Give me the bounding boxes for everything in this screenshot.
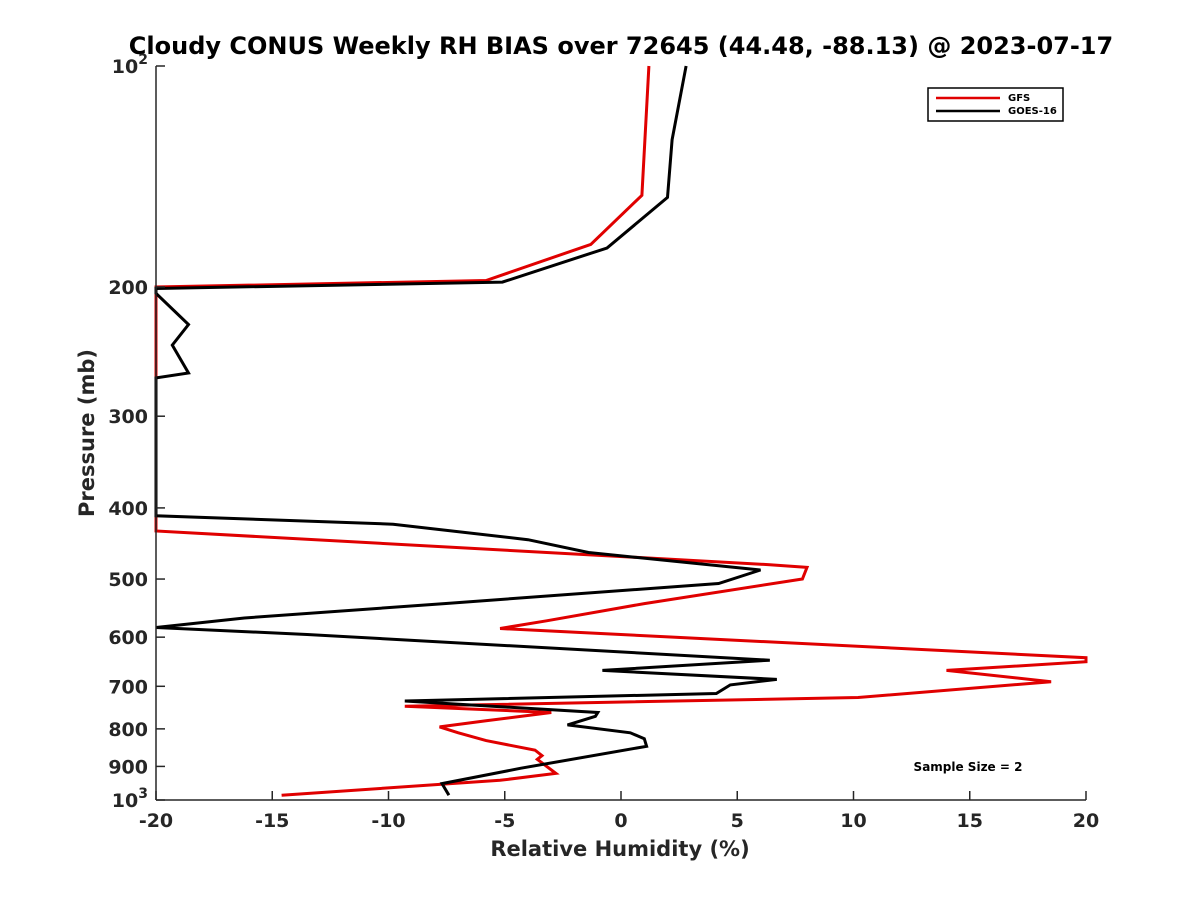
y-axis-label: Pressure (mb): [75, 349, 99, 517]
legend-box: [927, 87, 1064, 122]
y-tick-label: 200: [108, 277, 148, 299]
y-tick-label: 500: [108, 569, 148, 591]
x-axis-ticks: -20 -15 -10 -5 0 5 10 15 20: [139, 791, 1099, 832]
x-tick-label: 15: [957, 810, 983, 832]
y-tick-label: 900: [108, 756, 148, 778]
y-tick-label: 700: [108, 676, 148, 698]
y-tick-label: 300: [108, 406, 148, 428]
x-tick-label: -5: [494, 810, 515, 832]
x-axis-label: Relative Humidity (%): [490, 837, 749, 861]
y-tick-label: 800: [108, 719, 148, 741]
y-tick-label: 102: [112, 52, 148, 78]
chart-title: Cloudy CONUS Weekly RH BIAS over 72645 (…: [129, 32, 1113, 60]
x-tick-label: -20: [139, 810, 173, 832]
sample-size-annotation: Sample Size = 2: [914, 760, 1023, 774]
legend-label-gfs: GFS: [1008, 93, 1030, 104]
x-tick-label: -15: [255, 810, 289, 832]
x-tick-label: -10: [371, 810, 405, 832]
x-tick-label: 20: [1073, 810, 1099, 832]
x-tick-label: 5: [731, 810, 744, 832]
y-axis-ticks: 102 200 300 400 500 600 700 800 900 103: [108, 52, 165, 812]
y-tick-label: 600: [108, 627, 148, 649]
x-tick-label: 0: [614, 810, 627, 832]
legend: GFS GOES-16: [927, 87, 1064, 122]
y-tick-label: 103: [112, 786, 148, 812]
y-tick-label: 400: [108, 498, 148, 520]
x-tick-label: 10: [840, 810, 866, 832]
legend-label-goes16: GOES-16: [1008, 106, 1057, 117]
